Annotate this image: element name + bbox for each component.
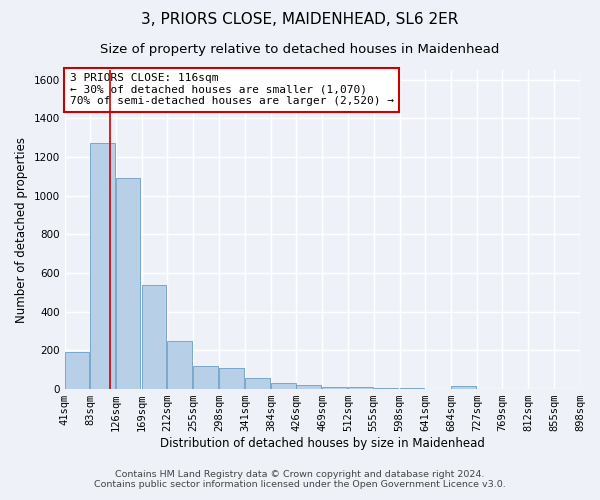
Bar (193, 366, 218, 389)
Bar (90, 144, 115, 389)
Bar (374, 388, 398, 389)
Text: 3, PRIORS CLOSE, MAIDENHEAD, SL6 2ER: 3, PRIORS CLOSE, MAIDENHEAD, SL6 2ER (142, 12, 458, 28)
Bar (400, 388, 424, 389)
Text: Contains HM Land Registry data © Crown copyright and database right 2024.
Contai: Contains HM Land Registry data © Crown c… (94, 470, 506, 489)
Bar (219, 368, 244, 389)
Bar (451, 386, 476, 389)
Bar (296, 385, 321, 389)
Bar (167, 340, 192, 389)
Text: Size of property relative to detached houses in Maidenhead: Size of property relative to detached ho… (100, 42, 500, 56)
Bar (245, 378, 270, 389)
Bar (142, 284, 166, 389)
Bar (116, 178, 140, 389)
Bar (271, 384, 296, 389)
Bar (348, 387, 373, 389)
Text: 3 PRIORS CLOSE: 116sqm
← 30% of detached houses are smaller (1,070)
70% of semi-: 3 PRIORS CLOSE: 116sqm ← 30% of detached… (70, 73, 394, 106)
X-axis label: Distribution of detached houses by size in Maidenhead: Distribution of detached houses by size … (160, 437, 485, 450)
Y-axis label: Number of detached properties: Number of detached properties (15, 136, 28, 322)
Bar (65, 352, 89, 389)
Bar (322, 387, 347, 389)
